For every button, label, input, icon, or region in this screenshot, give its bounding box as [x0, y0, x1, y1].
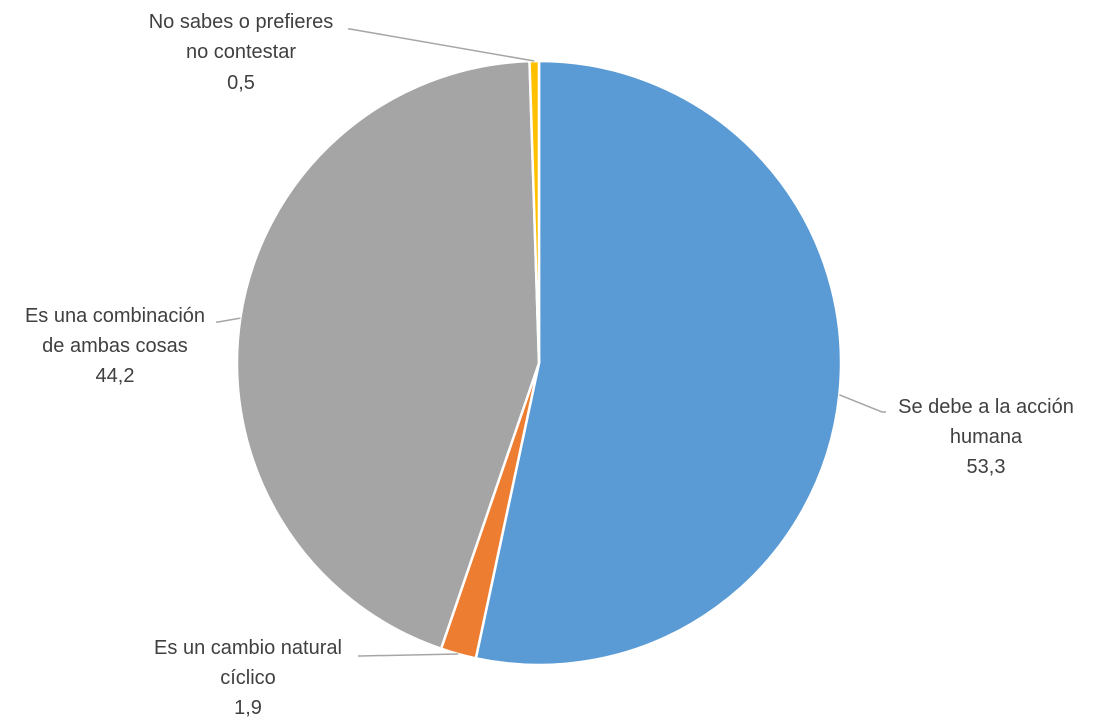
slice-value-label: 1,9 [234, 697, 262, 717]
slice-label-natural-change: Es un cambio natural cíclico 1,9 [154, 637, 342, 717]
leader-line [216, 317, 241, 323]
slice-label-line: cíclico [220, 667, 276, 689]
slice-value-label: 0,5 [227, 72, 255, 94]
slice-value-label: 53,3 [967, 456, 1006, 478]
slice-label-line: No sabes o prefieres [149, 11, 334, 33]
leader-lines [216, 28, 886, 657]
slice-label-line: Se debe a la acción [898, 396, 1074, 418]
leader-line [839, 394, 886, 413]
slice-label-line: humana [950, 426, 1023, 448]
slice-label-no-answer: No sabes o prefieres no contestar 0,5 [149, 11, 334, 94]
slice-label-line: de ambas cosas [42, 335, 188, 357]
slice-label-line: Es una combinación [25, 305, 205, 327]
slice-label-line: no contestar [186, 41, 296, 63]
leader-line [358, 653, 459, 657]
slice-label-human-action: Se debe a la acción humana 53,3 [898, 396, 1074, 478]
slice-label-line: Es un cambio natural [154, 637, 342, 659]
slice-label-combination: Es una combinación de ambas cosas 44,2 [25, 305, 205, 387]
slice-value-label: 44,2 [96, 365, 135, 387]
pie-slices [235, 59, 843, 667]
leader-line [348, 28, 535, 62]
